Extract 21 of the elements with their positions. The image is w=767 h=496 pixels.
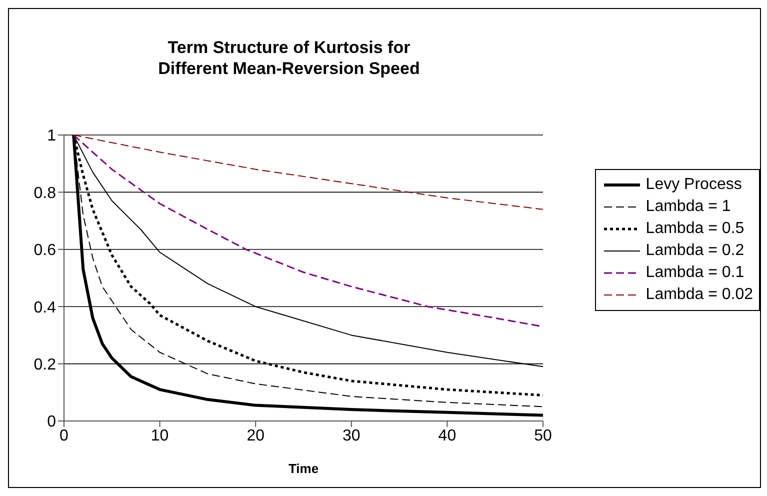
- x-tick-label: 50: [534, 427, 552, 444]
- x-tick-label: 10: [150, 427, 169, 444]
- legend-label: Lambda = 0.2: [646, 242, 744, 260]
- x-tick-label: 40: [438, 427, 456, 444]
- x-axis-title: Time: [288, 461, 319, 476]
- line-series: [73, 135, 543, 210]
- y-tick-label: 0.2: [34, 356, 56, 374]
- legend-label: Lambda = 1: [646, 198, 731, 216]
- y-tick-label: 0: [47, 414, 56, 431]
- chart-title: Term Structure of Kurtosis for Different Mean-Reversion Speed: [157, 37, 421, 80]
- legend-label: Lambda = 0.02: [646, 286, 753, 304]
- legend-label: Lambda = 0.5: [646, 220, 744, 238]
- y-tick-label: 0.4: [34, 299, 56, 316]
- legend-label: Lambda = 0.1: [646, 264, 744, 282]
- x-tick-label: 20: [246, 427, 265, 444]
- x-tick-label: 0: [60, 427, 69, 444]
- x-tick-label: 30: [342, 427, 360, 444]
- legend-label: Levy Process: [646, 176, 742, 194]
- y-tick-label: 0.8: [34, 184, 56, 202]
- y-tick-label: 1: [47, 128, 56, 145]
- y-tick-label: 0.6: [34, 242, 56, 260]
